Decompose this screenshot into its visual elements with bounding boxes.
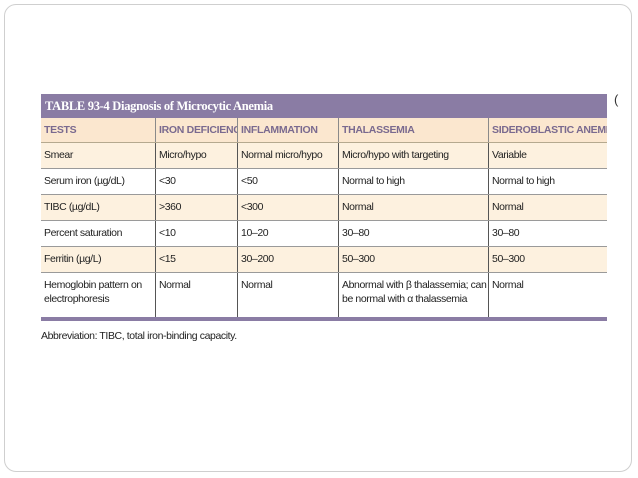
table-cell: Micro/hypo with targeting [338,143,488,168]
edge-mark: ( [614,92,619,107]
table-cell: Abnormal with β thalassemia; can be norm… [338,273,488,317]
table-cell: Normal [237,273,338,317]
table-cell: 50–300 [488,247,607,272]
table-row: Ferritin (µg/L) <15 30–200 50–300 50–300 [41,247,607,273]
table-cell: Variable [488,143,607,168]
table-cell: Normal [338,195,488,220]
table-cell: Micro/hypo [155,143,237,168]
header-inflammation: INFLAMMATION [237,118,338,142]
table-cell: 50–300 [338,247,488,272]
table-footnote: Abbreviation: TIBC, total iron-binding c… [41,330,237,342]
header-iron-deficiency: IRON DEFICIENCY [155,118,237,142]
table-cell: TIBC (µg/dL) [44,201,100,213]
table-cell: >360 [155,195,237,220]
microcytic-anemia-table: TABLE 93-4 Diagnosis of Microcytic Anemi… [41,94,607,342]
header-thalassemia: THALASSEMIA [338,118,488,142]
table-header-row: TESTS IRON DEFICIENCY INFLAMMATION THALA… [41,118,607,143]
table-cell: <50 [237,169,338,194]
table-cell: 30–80 [338,221,488,246]
table-cell: 10–20 [237,221,338,246]
table-cell: Normal micro/hypo [237,143,338,168]
table-cell: Ferritin (µg/L) [44,253,102,265]
table-title: TABLE 93-4 Diagnosis of Microcytic Anemi… [41,94,607,118]
table-cell: <15 [155,247,237,272]
table-row: Smear Micro/hypo Normal micro/hypo Micro… [41,143,607,169]
table-cell: <300 [237,195,338,220]
table-cell: Normal [155,273,237,317]
table-cell: <10 [155,221,237,246]
table-cell: Serum iron (µg/dL) [44,175,125,187]
table-cell: <30 [155,169,237,194]
table-cell: Smear [44,149,73,161]
header-tests: TESTS [44,124,77,136]
header-sideroblastic-anemia: SIDEROBLASTIC ANEMIA [488,118,607,142]
table-cell: Normal to high [488,169,607,194]
table-bottom-rule [41,317,607,321]
table-cell: Normal [488,273,607,317]
table-row: Hemoglobin pattern on electrophoresis No… [41,273,607,317]
table-cell: Hemoglobin pattern on electrophoresis [44,279,142,305]
table-row: TIBC (µg/dL) >360 <300 Normal Normal [41,195,607,221]
table-cell: 30–200 [237,247,338,272]
table-cell: Normal [488,195,607,220]
table-cell: Normal to high [338,169,488,194]
slide-frame [4,4,632,472]
table-cell: 30–80 [488,221,607,246]
table-cell: Percent saturation [44,227,123,239]
table-row: Percent saturation <10 10–20 30–80 30–80 [41,221,607,247]
table-row: Serum iron (µg/dL) <30 <50 Normal to hig… [41,169,607,195]
